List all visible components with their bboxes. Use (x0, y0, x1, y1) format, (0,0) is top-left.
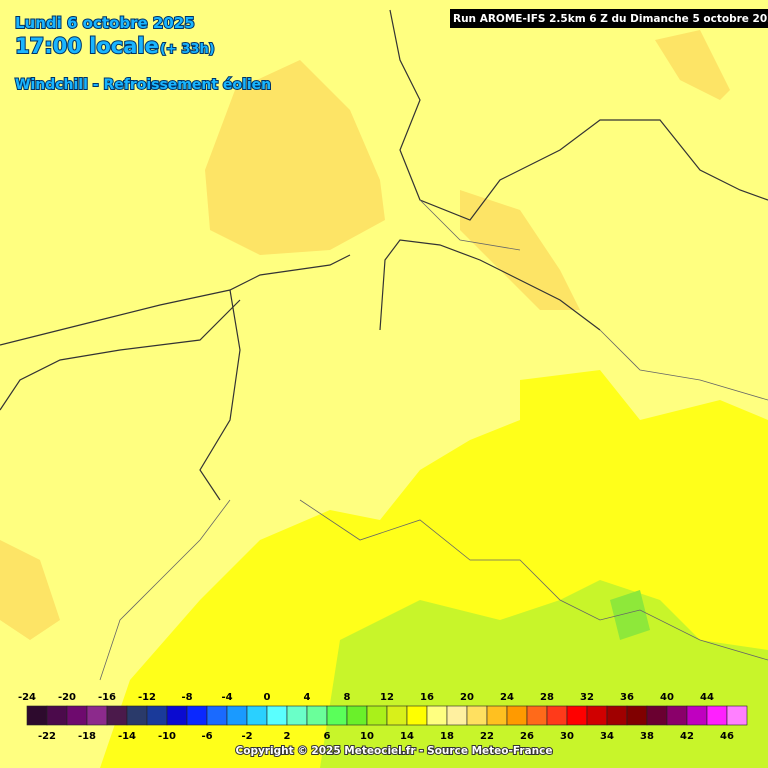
legend-swatch (626, 705, 648, 726)
legend-swatch (206, 705, 228, 726)
time: 17:00 locale (15, 34, 159, 58)
legend-label: 2 (284, 731, 291, 742)
legend-swatch (426, 705, 448, 726)
legend-label: 14 (400, 731, 414, 742)
legend-label: 32 (580, 692, 594, 703)
legend-label: 30 (560, 731, 574, 742)
legend-swatch (306, 705, 328, 726)
coastline (0, 9, 768, 346)
field-name: Windchill - Refroissement éolien (15, 77, 271, 93)
legend-label: -18 (78, 731, 96, 742)
legend-swatch (106, 705, 128, 726)
legend-label: 34 (600, 731, 614, 742)
legend-label: 40 (660, 692, 674, 703)
legend-swatch (346, 705, 368, 726)
legend-swatch (266, 705, 288, 726)
cool-zone (0, 540, 60, 640)
legend-label: 36 (620, 692, 634, 703)
legend-label: 26 (520, 731, 534, 742)
legend-label: 20 (460, 692, 474, 703)
copyright: Copyright © 2025 Meteociel.fr - Source M… (236, 745, 553, 757)
date: Lundi 6 octobre 2025 (15, 14, 195, 32)
legend-label: -14 (118, 731, 136, 742)
run-info: Run AROME-IFS 2.5km 6 Z du Dimanche 5 oc… (453, 13, 768, 25)
legend-label: 18 (440, 731, 454, 742)
legend-label: -4 (221, 692, 232, 703)
legend-swatch (226, 705, 248, 726)
legend-swatch (166, 705, 188, 726)
legend-label: 44 (700, 692, 714, 703)
legend-label: 6 (324, 731, 331, 742)
cool-zone (205, 60, 385, 255)
legend-swatch (66, 705, 88, 726)
run-box (450, 9, 768, 28)
legend-label: -24 (18, 692, 36, 703)
legend-swatch (566, 705, 588, 726)
legend-label: 38 (640, 731, 654, 742)
legend-label: -10 (158, 731, 176, 742)
cool-zone (655, 30, 730, 100)
legend-label: -8 (181, 692, 192, 703)
legend-label: 28 (540, 692, 554, 703)
legend-label: 4 (304, 692, 311, 703)
legend-label: 16 (420, 692, 434, 703)
warmer-zone (610, 590, 650, 640)
legend-swatch (686, 705, 708, 726)
legend-label: 22 (480, 731, 494, 742)
legend-label: -22 (38, 731, 56, 742)
legend-swatch (46, 705, 68, 726)
legend-label: -12 (138, 692, 156, 703)
legend-swatch (26, 705, 48, 726)
legend-swatch (706, 705, 728, 726)
legend-swatch (506, 705, 528, 726)
legend-swatch (546, 705, 568, 726)
legend-swatch (326, 705, 348, 726)
legend-label: 10 (360, 731, 374, 742)
legend-swatch (286, 705, 308, 726)
legend-label: 0 (264, 692, 271, 703)
legend-swatch (146, 705, 168, 726)
legend-swatch (586, 705, 608, 726)
lead-time: (+ 33h) (160, 42, 215, 57)
legend-swatch (486, 705, 508, 726)
legend-swatch (606, 705, 628, 726)
legend-label: 24 (500, 692, 514, 703)
legend-label: 8 (344, 692, 351, 703)
border (99, 199, 768, 681)
legend-swatch (186, 705, 208, 726)
legend-swatch (526, 705, 548, 726)
legend-label: -16 (98, 692, 116, 703)
legend-label: -6 (201, 731, 212, 742)
legend-label: 12 (380, 692, 394, 703)
legend-swatch (466, 705, 488, 726)
legend-swatch (246, 705, 268, 726)
legend-swatch (446, 705, 468, 726)
coastline (0, 289, 241, 501)
legend-swatch (666, 705, 688, 726)
legend-swatch (366, 705, 388, 726)
legend-label: 42 (680, 731, 694, 742)
legend-swatch (646, 705, 668, 726)
legend-swatch (726, 705, 748, 726)
legend-swatch (86, 705, 108, 726)
legend-label: -20 (58, 692, 76, 703)
legend-label: 46 (720, 731, 734, 742)
legend-label: -2 (241, 731, 252, 742)
legend-swatch (406, 705, 428, 726)
legend-swatch (126, 705, 148, 726)
legend-swatch (386, 705, 408, 726)
